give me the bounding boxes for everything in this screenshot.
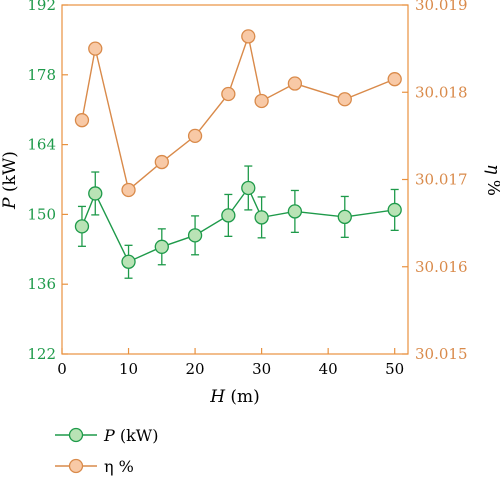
data-point-p <box>287 204 303 219</box>
right-tick-label: 30.017 <box>415 171 468 189</box>
data-point-eta <box>241 29 256 44</box>
legend: P (kW) η % <box>55 426 158 476</box>
data-point-p <box>121 254 136 269</box>
x-axis-ticks: 0 10 20 30 40 50 <box>57 348 404 378</box>
left-tick-label: 192 <box>27 0 56 14</box>
right-tick-label: 30.015 <box>415 345 468 363</box>
data-point-p <box>387 202 402 218</box>
data-point-p <box>221 208 236 223</box>
data-point-eta <box>387 72 402 87</box>
x-tick-label: 40 <box>319 360 338 378</box>
x-tick-label: 50 <box>385 360 404 378</box>
plot-frame <box>61 4 409 355</box>
right-axis-title: η % <box>483 164 500 196</box>
data-point-p <box>154 239 169 254</box>
data-point-eta <box>154 154 169 170</box>
series-line-eta <box>81 33 395 192</box>
data-point-eta <box>121 182 136 198</box>
right-tick-label: 30.016 <box>415 258 468 276</box>
data-point-eta <box>337 92 352 107</box>
x-tick-label: 0 <box>57 360 67 378</box>
legend-label-eta: η % <box>104 457 134 476</box>
right-axis-ticks: 30.015 30.016 30.017 30.018 30.019 <box>402 0 468 363</box>
right-tick-label: 30.018 <box>415 83 468 101</box>
data-point-eta <box>254 93 269 109</box>
data-point-eta <box>187 128 203 144</box>
data-point-eta <box>74 113 90 128</box>
x-tick-label: 30 <box>252 360 271 378</box>
legend-marker-eta <box>68 458 84 474</box>
data-point-eta <box>88 41 103 56</box>
left-tick-label: 164 <box>27 136 56 154</box>
data-point-eta <box>221 86 236 102</box>
x-tick-label: 20 <box>186 360 205 378</box>
legend-item-p: P (kW) <box>55 426 158 445</box>
legend-marker-p <box>68 427 84 443</box>
x-tick-label: 10 <box>119 360 138 378</box>
data-point-p <box>74 219 90 234</box>
data-point-eta <box>287 76 303 91</box>
series-layer <box>74 29 402 279</box>
data-point-p <box>254 210 269 225</box>
data-point-p <box>337 209 352 225</box>
data-point-p <box>241 180 256 196</box>
data-point-p <box>187 228 203 243</box>
left-axis-ticks: 122 136 150 164 178 192 <box>27 0 68 363</box>
left-tick-label: 178 <box>27 66 56 84</box>
left-axis-title: P (kW) <box>0 151 20 210</box>
left-tick-label: 136 <box>27 275 56 293</box>
legend-item-eta: η % <box>55 457 134 476</box>
x-axis-title: H (m) <box>209 387 260 407</box>
data-point-p <box>88 186 103 201</box>
legend-label-p: P (kW) <box>103 426 158 445</box>
left-tick-label: 150 <box>27 205 56 223</box>
left-tick-label: 122 <box>27 345 56 363</box>
right-tick-label: 30.019 <box>415 0 468 14</box>
